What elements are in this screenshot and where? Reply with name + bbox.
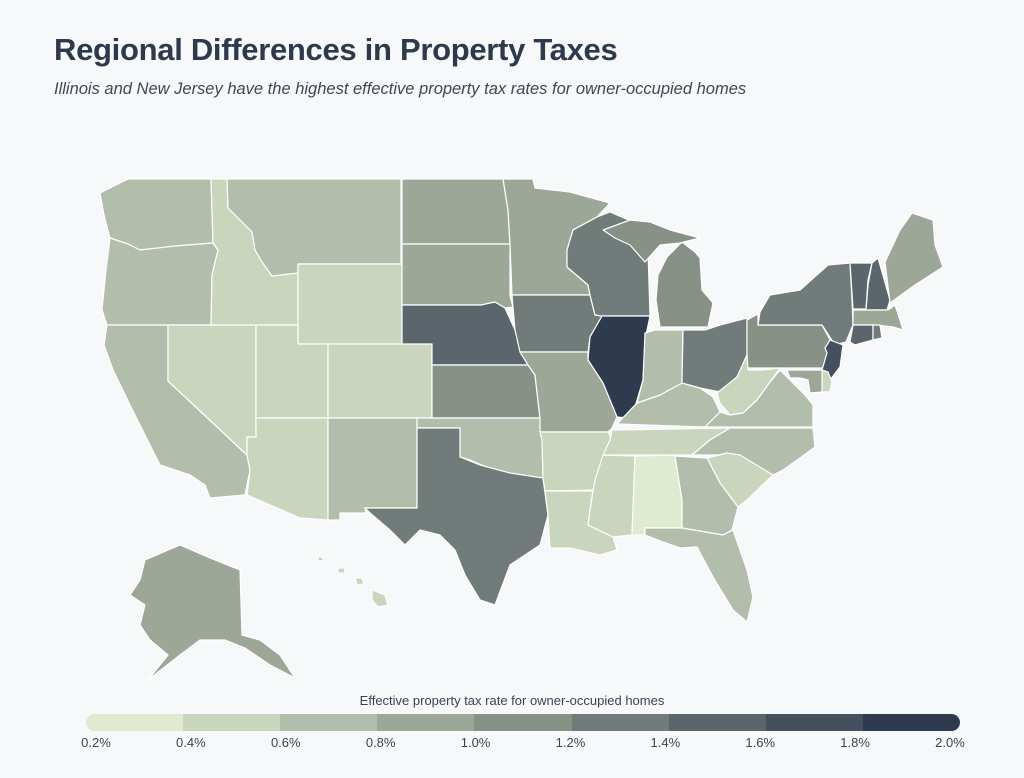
state-ri — [872, 324, 883, 341]
legend-bin-0 — [86, 714, 184, 731]
legend-bin-7 — [765, 714, 863, 731]
legend-tick: 0.8% — [365, 735, 396, 750]
legend-tick: 1.8% — [840, 735, 870, 750]
state-va — [704, 369, 814, 428]
legend-bin-8 — [862, 714, 960, 731]
state-ia — [511, 294, 603, 353]
page-title: Regional Differences in Property Taxes — [54, 32, 618, 67]
legend-tick: 1.6% — [745, 735, 776, 750]
state-mo — [519, 351, 618, 433]
state-or — [101, 237, 219, 326]
state-hi — [354, 577, 365, 586]
state-mt — [226, 178, 402, 277]
state-az — [246, 417, 329, 521]
legend-tick: 0.4% — [176, 735, 206, 750]
legend-tick: 0.2% — [81, 735, 111, 750]
legend-tick: 1.2% — [555, 735, 586, 750]
legend-bin-2 — [280, 714, 378, 731]
legend-bin-5 — [571, 714, 669, 731]
state-nm — [327, 417, 418, 521]
state-hi — [337, 567, 346, 574]
state-in — [636, 329, 684, 404]
state-sd — [401, 243, 514, 309]
state-ks — [431, 364, 541, 419]
state-ak — [129, 544, 296, 681]
legend-tick: 2.0% — [935, 735, 965, 750]
legend-bin-6 — [668, 714, 766, 731]
state-pa — [746, 313, 834, 369]
legend-tick: 1.4% — [650, 735, 681, 750]
legend-tick: 0.6% — [270, 735, 301, 750]
legend-bin-3 — [377, 714, 475, 731]
legend-bin-1 — [183, 714, 281, 731]
state-wy — [297, 263, 403, 345]
state-mi — [655, 241, 714, 328]
state-hi — [317, 556, 324, 562]
legend-bin-4 — [474, 714, 572, 731]
page-subtitle: Illinois and New Jersey have the highest… — [54, 80, 747, 98]
state-hi — [371, 589, 389, 608]
state-nd — [401, 178, 511, 245]
state-wa — [99, 178, 214, 251]
legend-title: Effective property tax rate for owner-oc… — [359, 693, 665, 708]
state-mi — [602, 219, 701, 263]
state-ct — [849, 324, 874, 346]
state-me — [884, 212, 944, 304]
state-co — [327, 343, 433, 419]
state-md — [786, 369, 823, 394]
state-tx — [364, 427, 549, 606]
legend-ticks: 0.2% 0.4% 0.6% 0.8% 1.0% 1.2% 1.4% 1.6% 1.8% 2.0% — [0, 735, 1024, 755]
legend-tick: 1.0% — [460, 735, 491, 750]
state-fl — [644, 527, 754, 623]
state-al — [631, 454, 683, 536]
legend-color-scale — [86, 714, 960, 731]
